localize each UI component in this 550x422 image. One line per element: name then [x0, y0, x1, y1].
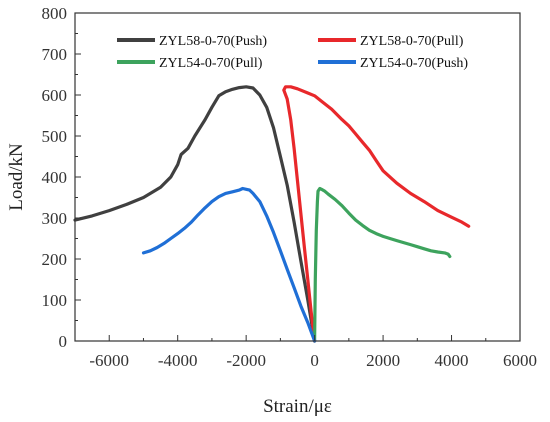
legend: ZYL58-0-70(Push) ZYL58-0-70(Pull) ZYL54-0-…: [117, 34, 468, 71]
y-tick-label: 500: [42, 127, 68, 146]
y-tick-label: 0: [59, 332, 68, 351]
series-line-3: [313, 186, 452, 343]
legend-label-3: ZYL54-0-70(Pull): [159, 56, 263, 71]
legend-label-4: ZYL54-0-70(Push): [360, 56, 468, 71]
y-tick-label: 100: [42, 291, 68, 310]
y-tick-label: 400: [42, 168, 68, 187]
legend-label-1: ZYL58-0-70(Push): [159, 34, 267, 49]
x-tick-label: 4000: [435, 351, 469, 370]
x-tick-label: -2000: [226, 351, 266, 370]
plot-lines: [73, 85, 471, 343]
x-axis: -6000 -4000 -2000 0 2000 4000 6000: [89, 335, 537, 370]
series-line-2: [282, 85, 471, 343]
x-tick-label: -4000: [158, 351, 198, 370]
x-tick-label: 2000: [366, 351, 400, 370]
series-line-4: [141, 186, 317, 343]
y-tick-label: 600: [42, 86, 68, 105]
x-axis-title: Strain/με: [263, 396, 332, 417]
series-line-1: [73, 85, 317, 343]
y-axis-title: Load/kN: [6, 143, 27, 211]
legend-label-2: ZYL58-0-70(Pull): [360, 34, 464, 49]
x-tick-label: -6000: [89, 351, 129, 370]
y-tick-label: 700: [42, 45, 68, 64]
x-tick-label: 6000: [503, 351, 537, 370]
x-tick-label: 0: [310, 351, 319, 370]
y-tick-label: 200: [42, 250, 68, 269]
y-tick-label: 300: [42, 209, 68, 228]
y-axis: 0 100 200 300 400 500 600 700 800: [42, 4, 81, 351]
y-tick-label: 800: [42, 4, 68, 23]
